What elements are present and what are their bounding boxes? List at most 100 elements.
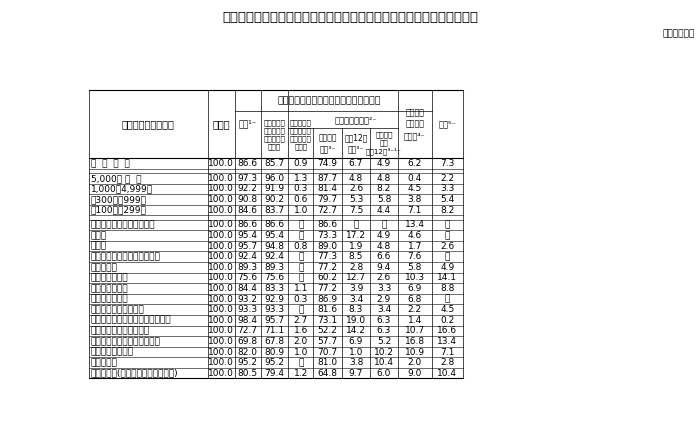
Text: 100～　299人: 100～ 299人 — [91, 206, 146, 215]
Text: 0.8: 0.8 — [293, 241, 308, 251]
Text: 8.2: 8.2 — [377, 184, 391, 194]
Text: 8.3: 8.3 — [349, 305, 363, 314]
Text: 90.2: 90.2 — [265, 195, 284, 204]
Text: 95.4: 95.4 — [237, 231, 258, 240]
Text: 89.3: 89.3 — [237, 263, 258, 272]
Text: 17.2: 17.2 — [346, 231, 366, 240]
Text: 89.3: 89.3 — [265, 263, 284, 272]
Text: 77.3: 77.3 — [318, 252, 337, 261]
Text: 93.3: 93.3 — [265, 305, 284, 314]
Text: 100.0: 100.0 — [209, 326, 235, 335]
Text: 4.5: 4.5 — [408, 184, 422, 194]
Text: 95.2: 95.2 — [237, 358, 258, 367]
Text: 87.7: 87.7 — [318, 174, 337, 183]
Text: 77.2: 77.2 — [318, 263, 337, 272]
Text: 10.9: 10.9 — [405, 347, 425, 356]
Text: 81.0: 81.0 — [318, 358, 337, 367]
Text: 7.6: 7.6 — [407, 252, 422, 261]
Text: 2.2: 2.2 — [408, 305, 422, 314]
Text: 13.4: 13.4 — [405, 220, 425, 229]
Text: 6.2: 6.2 — [408, 159, 422, 168]
Text: 2.8: 2.8 — [440, 358, 454, 367]
Text: 100.0: 100.0 — [209, 347, 235, 356]
Text: 電気・ガス・熱供給・水道業: 電気・ガス・熱供給・水道業 — [91, 252, 160, 261]
Text: 13.4: 13.4 — [438, 337, 457, 346]
Text: 5.8: 5.8 — [407, 263, 422, 272]
Text: 72.7: 72.7 — [237, 326, 258, 335]
Text: 情報通信業: 情報通信業 — [91, 263, 118, 272]
Text: 82.0: 82.0 — [237, 347, 258, 356]
Text: 57.7: 57.7 — [318, 337, 337, 346]
Text: 100.0: 100.0 — [209, 295, 235, 304]
Text: 100.0: 100.0 — [209, 241, 235, 251]
Text: 改定の実施時期²⁻: 改定の実施時期²⁻ — [334, 115, 377, 124]
Text: 5.4: 5.4 — [440, 195, 454, 204]
Text: 84.4: 84.4 — [237, 284, 258, 293]
Text: 5,000人 以  上: 5,000人 以 上 — [91, 174, 141, 183]
Text: 75.6: 75.6 — [265, 273, 284, 283]
Text: 14.1: 14.1 — [438, 273, 457, 283]
Text: －: － — [298, 231, 303, 240]
Text: 年、企業規模・産業: 年、企業規模・産業 — [122, 119, 175, 129]
Text: 86.6: 86.6 — [237, 159, 258, 168]
Text: 83.7: 83.7 — [265, 206, 284, 215]
Text: 1,000～4,999人: 1,000～4,999人 — [91, 184, 153, 194]
Text: 72.7: 72.7 — [318, 206, 337, 215]
Text: 6.9: 6.9 — [407, 284, 422, 293]
Text: 9.0: 9.0 — [407, 368, 422, 378]
Text: 100.0: 100.0 — [209, 231, 235, 240]
Text: 1.1: 1.1 — [293, 284, 308, 293]
Text: 5.3: 5.3 — [349, 195, 363, 204]
Text: ９～12月
のみ³⁻: ９～12月 のみ³⁻ — [344, 133, 368, 153]
Text: 8.5: 8.5 — [349, 252, 363, 261]
Text: －: － — [298, 273, 303, 283]
Text: 1.0: 1.0 — [293, 206, 308, 215]
Text: 94.8: 94.8 — [265, 241, 284, 251]
Text: 12.7: 12.7 — [346, 273, 366, 283]
Text: 10.3: 10.3 — [405, 273, 425, 283]
Text: 製造業: 製造業 — [91, 241, 107, 251]
Text: 93.2: 93.2 — [237, 295, 258, 304]
Text: 3.8: 3.8 — [407, 195, 422, 204]
Text: 92.4: 92.4 — [265, 252, 284, 261]
Text: 宿泊業，飲食サービス業: 宿泊業，飲食サービス業 — [91, 326, 150, 335]
Text: 71.1: 71.1 — [265, 326, 284, 335]
Text: 1.0: 1.0 — [349, 347, 363, 356]
Text: 4.8: 4.8 — [377, 174, 391, 183]
Text: サービス業(他に分類されないもの): サービス業(他に分類されないもの) — [91, 368, 178, 378]
Text: 第１表　企業規模・産業、賃金の改定の実施状況・実施時期別企業割合: 第１表 企業規模・産業、賃金の改定の実施状況・実施時期別企業割合 — [222, 11, 478, 24]
Text: （単位：％）: （単位：％） — [662, 29, 694, 38]
Text: 77.2: 77.2 — [318, 284, 337, 293]
Text: 81.6: 81.6 — [318, 305, 337, 314]
Text: 2.9: 2.9 — [377, 295, 391, 304]
Text: 10.4: 10.4 — [374, 358, 394, 367]
Text: 鉱業，採石業，砂利採取業: 鉱業，採石業，砂利採取業 — [91, 220, 155, 229]
Text: 100.0: 100.0 — [209, 252, 235, 261]
Text: 73.3: 73.3 — [318, 231, 337, 240]
Text: 3.4: 3.4 — [349, 295, 363, 304]
Text: 7.1: 7.1 — [407, 206, 422, 215]
Text: 0.3: 0.3 — [293, 295, 308, 304]
Text: 98.4: 98.4 — [237, 316, 258, 325]
Text: 3.9: 3.9 — [349, 284, 363, 293]
Text: 10.2: 10.2 — [374, 347, 394, 356]
Text: 6.3: 6.3 — [377, 316, 391, 325]
Text: －: － — [444, 252, 450, 261]
Text: －: － — [298, 358, 303, 367]
Text: 1.0: 1.0 — [293, 347, 308, 356]
Text: 92.4: 92.4 — [237, 252, 258, 261]
Text: 7.5: 7.5 — [349, 206, 363, 215]
Text: 95.7: 95.7 — [265, 316, 284, 325]
Text: 4.9: 4.9 — [377, 231, 391, 240]
Text: 7.3: 7.3 — [440, 159, 454, 168]
Text: 14.2: 14.2 — [346, 326, 366, 335]
Text: 92.9: 92.9 — [265, 295, 284, 304]
Text: 75.6: 75.6 — [237, 273, 258, 283]
Text: １～８月
のみ³⁻: １～８月 のみ³⁻ — [318, 133, 337, 153]
Text: 86.6: 86.6 — [237, 220, 258, 229]
Text: 86.6: 86.6 — [265, 220, 284, 229]
Text: 2.6: 2.6 — [349, 184, 363, 194]
Text: 80.5: 80.5 — [237, 368, 258, 378]
Text: 100.0: 100.0 — [209, 206, 235, 215]
Text: 2.0: 2.0 — [408, 358, 422, 367]
